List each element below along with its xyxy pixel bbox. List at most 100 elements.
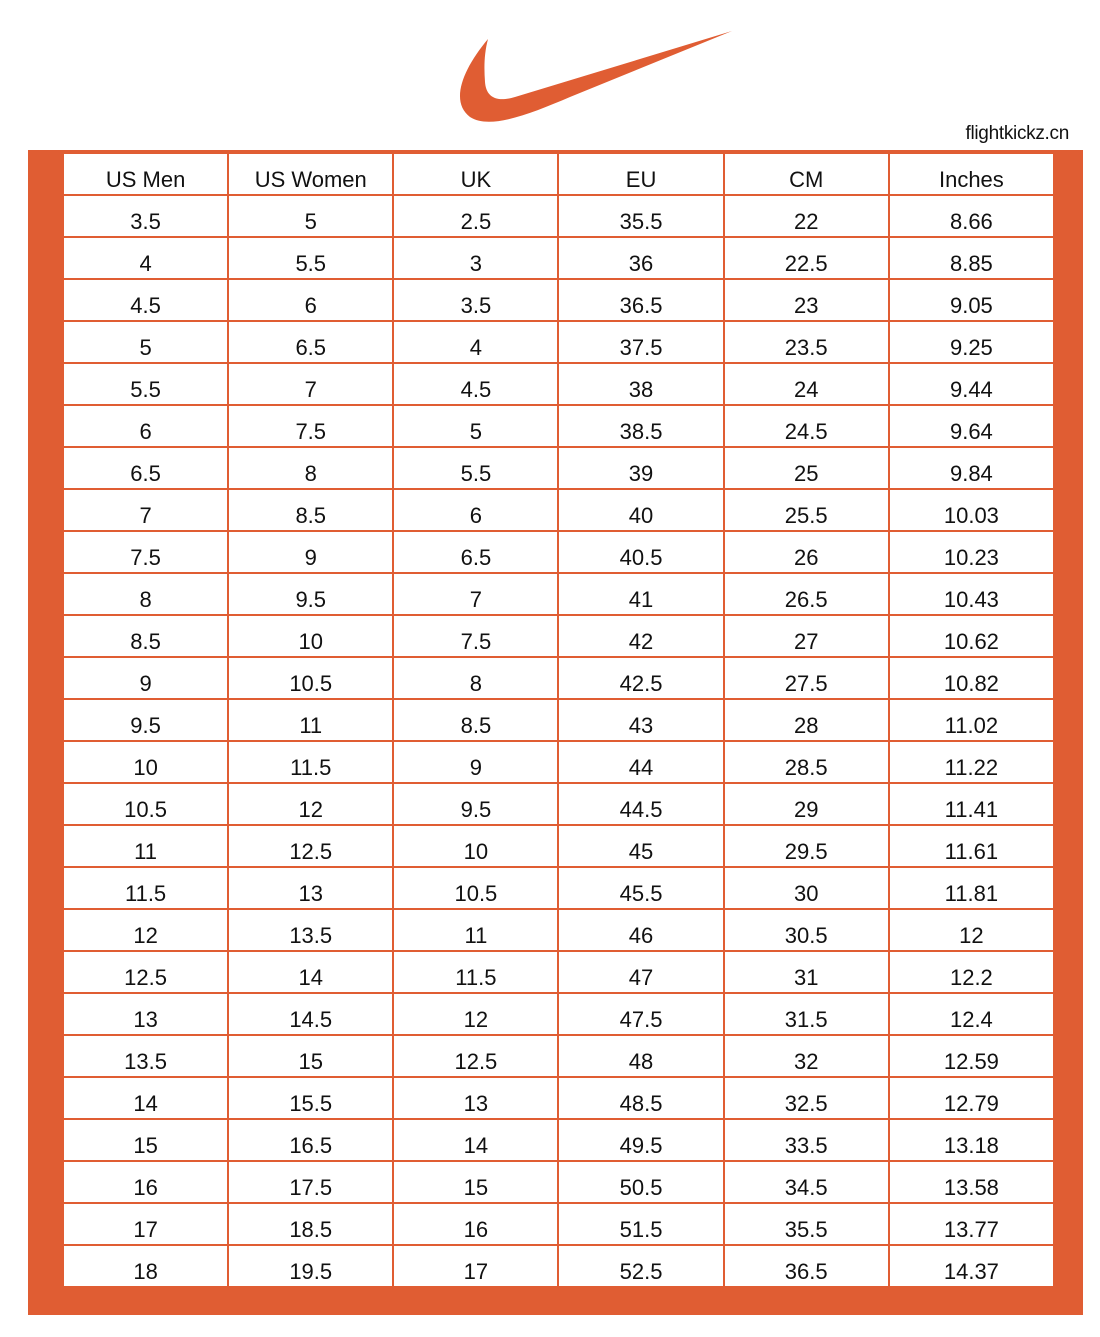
site-watermark: flightkickz.cn xyxy=(965,123,1069,144)
table-cell: 13.5 xyxy=(227,908,395,952)
table-cell: 10 xyxy=(227,614,395,658)
table-cell: 13.5 xyxy=(61,1034,230,1078)
table-cell: 38.5 xyxy=(557,404,725,448)
table-cell: 24 xyxy=(722,362,890,406)
table-row: 13.5 15 12.5 48 32 12.59 xyxy=(61,1034,1056,1078)
table-cell: 29.5 xyxy=(722,824,890,868)
table-cell: 38 xyxy=(557,362,725,406)
table-cell: 7.5 xyxy=(227,404,395,448)
table-cell: 6.5 xyxy=(227,320,395,364)
table-cell: 16 xyxy=(61,1160,230,1204)
table-cell: 5 xyxy=(392,404,560,448)
table-cell: 3.5 xyxy=(392,278,560,322)
table-cell: 4 xyxy=(392,320,560,364)
table-cell: 36.5 xyxy=(557,278,725,322)
table-cell: 35.5 xyxy=(557,194,725,238)
table-cell: 8.85 xyxy=(887,236,1056,280)
table-cell: 10 xyxy=(61,740,230,784)
table-cell: 37.5 xyxy=(557,320,725,364)
table-cell: 34.5 xyxy=(722,1160,890,1204)
table-cell: 25.5 xyxy=(722,488,890,532)
table-cell: 30 xyxy=(722,866,890,910)
header-row: US Men US Women UK EU CM Inches xyxy=(61,152,1056,196)
table-cell: 10.23 xyxy=(887,530,1056,574)
table-cell: 12.79 xyxy=(887,1076,1056,1120)
table-cell: 13 xyxy=(392,1076,560,1120)
table-cell: 46 xyxy=(557,908,725,952)
column-header: US Men xyxy=(61,152,230,196)
table-cell: 39 xyxy=(557,446,725,490)
table-cell: 43 xyxy=(557,698,725,742)
table-cell: 6.5 xyxy=(61,446,230,490)
table-cell: 11.22 xyxy=(887,740,1056,784)
table-cell: 13.18 xyxy=(887,1118,1056,1162)
table-cell: 44 xyxy=(557,740,725,784)
table-cell: 11.5 xyxy=(61,866,230,910)
table-cell: 12.59 xyxy=(887,1034,1056,1078)
table-cell: 2.5 xyxy=(392,194,560,238)
table-cell: 42.5 xyxy=(557,656,725,700)
table-cell: 13.77 xyxy=(887,1202,1056,1246)
table-cell: 40.5 xyxy=(557,530,725,574)
table-cell: 22.5 xyxy=(722,236,890,280)
table-cell: 7 xyxy=(227,362,395,406)
table-cell: 48 xyxy=(557,1034,725,1078)
table-cell: 9.5 xyxy=(61,698,230,742)
table-cell: 5.5 xyxy=(61,362,230,406)
table-row: 11 12.5 10 45 29.5 11.61 xyxy=(61,824,1056,868)
table-row: 8 9.5 7 41 26.5 10.43 xyxy=(61,572,1056,616)
table-cell: 10.5 xyxy=(227,656,395,700)
table-cell: 32.5 xyxy=(722,1076,890,1120)
table-cell: 5.5 xyxy=(227,236,395,280)
table-row: 6 7.5 5 38.5 24.5 9.64 xyxy=(61,404,1056,448)
table-cell: 14 xyxy=(227,950,395,994)
table-row: 5 6.5 4 37.5 23.5 9.25 xyxy=(61,320,1056,364)
table-cell: 51.5 xyxy=(557,1202,725,1246)
table-cell: 18.5 xyxy=(227,1202,395,1246)
table-cell: 9.5 xyxy=(227,572,395,616)
table-cell: 49.5 xyxy=(557,1118,725,1162)
table-cell: 8.66 xyxy=(887,194,1056,238)
table-cell: 6 xyxy=(227,278,395,322)
table-cell: 4.5 xyxy=(392,362,560,406)
table-cell: 7.5 xyxy=(392,614,560,658)
table-cell: 27.5 xyxy=(722,656,890,700)
table-row: 16 17.5 15 50.5 34.5 13.58 xyxy=(61,1160,1056,1204)
table-cell: 10.5 xyxy=(61,782,230,826)
table-cell: 9 xyxy=(227,530,395,574)
table-cell: 48.5 xyxy=(557,1076,725,1120)
table-cell: 15 xyxy=(392,1160,560,1204)
table-cell: 15.5 xyxy=(227,1076,395,1120)
table-cell: 11.81 xyxy=(887,866,1056,910)
table-cell: 9.5 xyxy=(392,782,560,826)
table-cell: 27 xyxy=(722,614,890,658)
table-cell: 28.5 xyxy=(722,740,890,784)
table-cell: 14 xyxy=(392,1118,560,1162)
table-cell: 9.84 xyxy=(887,446,1056,490)
column-header: EU xyxy=(557,152,725,196)
table-cell: 28 xyxy=(722,698,890,742)
table-cell: 11.41 xyxy=(887,782,1056,826)
table-cell: 9.64 xyxy=(887,404,1056,448)
table-cell: 14 xyxy=(61,1076,230,1120)
table-cell: 7.5 xyxy=(61,530,230,574)
table-cell: 12 xyxy=(887,908,1056,952)
table-cell: 12.4 xyxy=(887,992,1056,1036)
table-cell: 10.5 xyxy=(392,866,560,910)
table-row: 10 11.5 9 44 28.5 11.22 xyxy=(61,740,1056,784)
size-table: US Men US Women UK EU CM Inches 3.5 5 2.5 35.5 22… xyxy=(61,152,1056,1288)
table-cell: 9 xyxy=(392,740,560,784)
table-cell: 8 xyxy=(61,572,230,616)
table-row: 6.5 8 5.5 39 25 9.84 xyxy=(61,446,1056,490)
table-cell: 19.5 xyxy=(227,1244,395,1288)
table-cell: 10 xyxy=(392,824,560,868)
table-row: 3.5 5 2.5 35.5 22 8.66 xyxy=(61,194,1056,238)
table-cell: 25 xyxy=(722,446,890,490)
table-cell: 41 xyxy=(557,572,725,616)
table-cell: 13 xyxy=(227,866,395,910)
column-header: Inches xyxy=(887,152,1056,196)
table-row: 7 8.5 6 40 25.5 10.03 xyxy=(61,488,1056,532)
table-row: 10.5 12 9.5 44.5 29 11.41 xyxy=(61,782,1056,826)
table-row: 18 19.5 17 52.5 36.5 14.37 xyxy=(61,1244,1056,1288)
table-cell: 42 xyxy=(557,614,725,658)
